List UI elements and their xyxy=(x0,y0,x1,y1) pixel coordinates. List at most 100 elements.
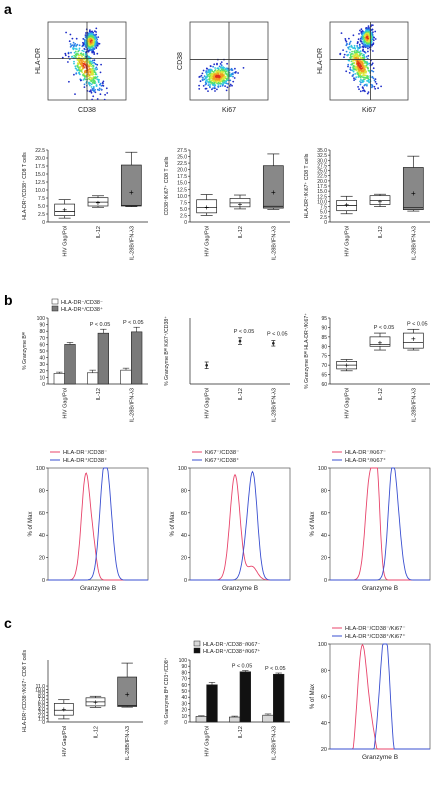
density-dot xyxy=(368,81,371,83)
density-dot xyxy=(94,38,97,40)
density-dot xyxy=(358,62,360,65)
y-tick-label: 40 xyxy=(39,356,45,362)
density-dot xyxy=(223,73,226,75)
density-dot xyxy=(359,67,362,70)
y-tick-label: 100 xyxy=(318,466,327,472)
density-dot xyxy=(204,77,207,80)
density-dot xyxy=(219,69,222,72)
category-label: HIV Gag/Pol xyxy=(345,226,351,257)
y-axis-label: CD38 xyxy=(177,52,184,70)
density-dot xyxy=(82,60,85,63)
box-mean-marker: + xyxy=(62,206,67,215)
density-dot xyxy=(93,90,95,93)
density-dot xyxy=(67,61,69,63)
density-dot xyxy=(201,79,204,82)
density-dot xyxy=(89,70,92,73)
density-dot xyxy=(75,68,78,70)
density-dot xyxy=(360,28,363,31)
y-tick-label: 22.5 xyxy=(35,148,45,154)
density-dot xyxy=(207,90,209,92)
density-dot xyxy=(76,69,79,72)
density-dot xyxy=(92,95,95,98)
density-dot xyxy=(365,64,368,67)
density-dot xyxy=(85,32,87,34)
density-dot xyxy=(82,43,85,45)
density-dot xyxy=(367,33,370,35)
y-tick-label: 22.5 xyxy=(177,161,187,167)
density-dot xyxy=(214,69,217,71)
density-dot xyxy=(221,84,224,87)
y-tick-label: 80 xyxy=(321,488,327,494)
density-dot xyxy=(219,85,222,88)
density-dot xyxy=(211,70,214,73)
density-dot xyxy=(362,49,364,52)
density-dot xyxy=(359,80,361,83)
density-dot xyxy=(97,78,100,81)
y-tick-label: 5.0 xyxy=(38,204,45,210)
y-tick-label: 20 xyxy=(181,708,187,714)
density-dot xyxy=(358,45,361,47)
density-dot xyxy=(212,83,214,86)
density-dot xyxy=(87,45,90,48)
density-dot xyxy=(64,54,67,57)
density-dot xyxy=(100,63,102,66)
y-tick-label: 0 xyxy=(42,720,45,726)
density-dot xyxy=(204,87,207,90)
density-dot xyxy=(100,88,103,91)
density-dot xyxy=(96,52,99,55)
density-dot xyxy=(105,87,108,90)
density-dot xyxy=(212,82,215,84)
legend-label: HLA-DR⁻/Ki67⁻ xyxy=(345,450,386,456)
density-dot xyxy=(342,49,344,51)
significance-label: P < 0.05 xyxy=(267,332,288,338)
density-dot xyxy=(371,24,374,27)
density-dot xyxy=(361,32,364,35)
y-tick-label: 5.0 xyxy=(320,210,327,216)
density-dot xyxy=(226,62,229,65)
plot-frame xyxy=(47,467,149,581)
density-dot xyxy=(357,38,360,41)
density-dot xyxy=(363,69,365,71)
density-dot xyxy=(347,63,350,66)
density-dot xyxy=(368,27,370,29)
y-tick-label: 20.0 xyxy=(35,156,45,162)
density-dot xyxy=(81,71,84,73)
density-dot xyxy=(363,40,366,43)
density-dot xyxy=(93,77,96,79)
density-dot xyxy=(373,79,376,82)
y-tick-label: 5.0 xyxy=(180,207,187,213)
density-dot xyxy=(354,73,357,75)
density-dot xyxy=(365,55,368,58)
y-tick-label: 35.0 xyxy=(317,148,327,154)
box-mean-marker: + xyxy=(344,361,349,370)
density-dot xyxy=(82,74,85,77)
y-tick-label: 27.5 xyxy=(317,163,327,169)
legend-label: HLA-DR⁺/CD38⁺/Ki67⁺ xyxy=(345,633,405,640)
panel-label-a: a xyxy=(4,1,12,17)
charts-layer: CD38HLA-DRKi67CD38Ki67HLA-DR02.55.07.510… xyxy=(22,21,431,761)
density-dot xyxy=(217,84,220,86)
density-dot xyxy=(372,31,374,34)
density-dot xyxy=(96,75,99,78)
y-tick-label: 40 xyxy=(321,533,327,539)
density-dot xyxy=(88,33,91,36)
density-dot xyxy=(71,44,74,46)
bar xyxy=(273,673,285,723)
y-axis-label: % of Max xyxy=(170,511,176,536)
density-dot xyxy=(220,75,223,78)
density-dot xyxy=(90,91,93,94)
y-tick-label: 2.5 xyxy=(320,215,327,221)
density-dot xyxy=(207,84,210,86)
density-dot xyxy=(199,80,202,83)
density-dot xyxy=(364,33,367,35)
legend-label: HLA-DR⁺/Ki67⁺ xyxy=(345,457,386,464)
density-dot xyxy=(212,87,215,89)
y-tick-label: 12.5 xyxy=(35,180,45,186)
density-dot xyxy=(82,50,85,53)
density-dot xyxy=(373,36,375,39)
density-dot xyxy=(80,63,83,66)
density-dot xyxy=(217,75,219,78)
density-dot xyxy=(218,71,221,74)
density-dot xyxy=(213,86,216,88)
density-dot xyxy=(359,50,362,53)
